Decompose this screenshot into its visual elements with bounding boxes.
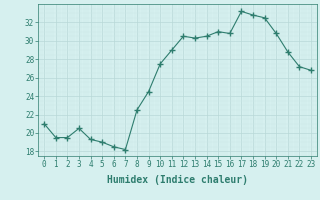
X-axis label: Humidex (Indice chaleur): Humidex (Indice chaleur): [107, 175, 248, 185]
